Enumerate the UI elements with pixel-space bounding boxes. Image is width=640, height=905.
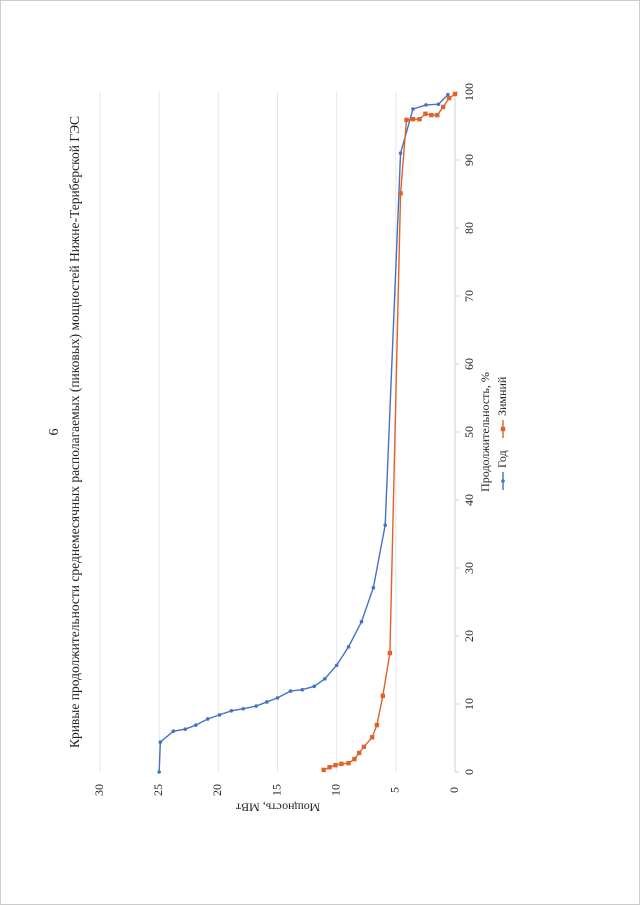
point xyxy=(361,744,367,750)
point xyxy=(446,95,452,101)
point xyxy=(241,706,245,711)
point xyxy=(194,723,198,727)
y-tick-label: 25 xyxy=(151,784,165,796)
point xyxy=(339,761,344,767)
y-tick-label: 30 xyxy=(92,784,106,796)
point xyxy=(300,687,305,692)
point xyxy=(440,104,446,110)
y-axis-title: Мощность, МВт xyxy=(235,800,320,814)
point xyxy=(369,735,375,740)
point xyxy=(334,663,339,668)
y-tick-label: 5 xyxy=(388,787,402,793)
point xyxy=(275,696,280,700)
point xyxy=(327,765,332,770)
x-tick-label: 90 xyxy=(462,154,476,166)
point xyxy=(359,619,364,624)
point xyxy=(398,151,403,155)
point xyxy=(183,727,187,731)
point xyxy=(435,112,440,118)
point xyxy=(429,112,434,118)
point xyxy=(411,107,415,111)
x-tick-label: 50 xyxy=(462,426,476,438)
point xyxy=(387,650,393,656)
point xyxy=(312,684,316,689)
chart-title: Кривые продолжительности среднемесячных … xyxy=(67,116,82,748)
point xyxy=(356,750,362,756)
point xyxy=(423,111,428,116)
point xyxy=(424,103,428,107)
legend-marker xyxy=(500,426,506,432)
point xyxy=(452,91,458,97)
point xyxy=(436,102,441,107)
point xyxy=(217,713,222,717)
legend-label: Год xyxy=(495,450,509,468)
x-tick-label: 80 xyxy=(462,222,476,234)
point xyxy=(346,760,351,766)
x-tick-label: 70 xyxy=(462,290,476,302)
point xyxy=(158,740,163,744)
x-tick-label: 10 xyxy=(462,698,476,710)
point xyxy=(254,704,258,708)
point xyxy=(398,191,403,196)
point xyxy=(171,729,176,733)
point xyxy=(404,117,409,123)
page-number: 6 xyxy=(47,429,62,436)
point xyxy=(380,693,386,699)
x-tick-label: 30 xyxy=(462,562,476,574)
point xyxy=(205,717,210,721)
x-tick-label: 100 xyxy=(462,83,476,101)
point xyxy=(323,677,327,681)
point xyxy=(321,767,326,773)
point xyxy=(410,117,416,122)
point xyxy=(333,763,338,768)
x-tick-label: 20 xyxy=(462,630,476,642)
legend-marker xyxy=(501,479,505,483)
point xyxy=(417,117,422,122)
point xyxy=(229,709,234,713)
point xyxy=(288,689,293,693)
point xyxy=(383,523,387,527)
legend-label: Зимний xyxy=(495,376,509,416)
point xyxy=(352,756,357,762)
y-tick-label: 0 xyxy=(447,787,461,793)
point xyxy=(374,722,380,728)
x-tick-label: 40 xyxy=(462,494,476,506)
y-tick-label: 15 xyxy=(269,784,283,796)
series-line xyxy=(323,93,456,771)
x-tick-label: 0 xyxy=(462,769,476,775)
y-tick-label: 20 xyxy=(210,784,224,796)
point xyxy=(371,585,376,590)
point xyxy=(265,700,269,704)
x-axis-title: Продолжительность, % xyxy=(478,372,492,492)
point xyxy=(346,645,351,649)
point xyxy=(157,770,161,774)
y-tick-label: 10 xyxy=(328,784,342,796)
point xyxy=(446,92,450,97)
x-tick-label: 60 xyxy=(462,358,476,370)
series-line xyxy=(158,94,449,773)
